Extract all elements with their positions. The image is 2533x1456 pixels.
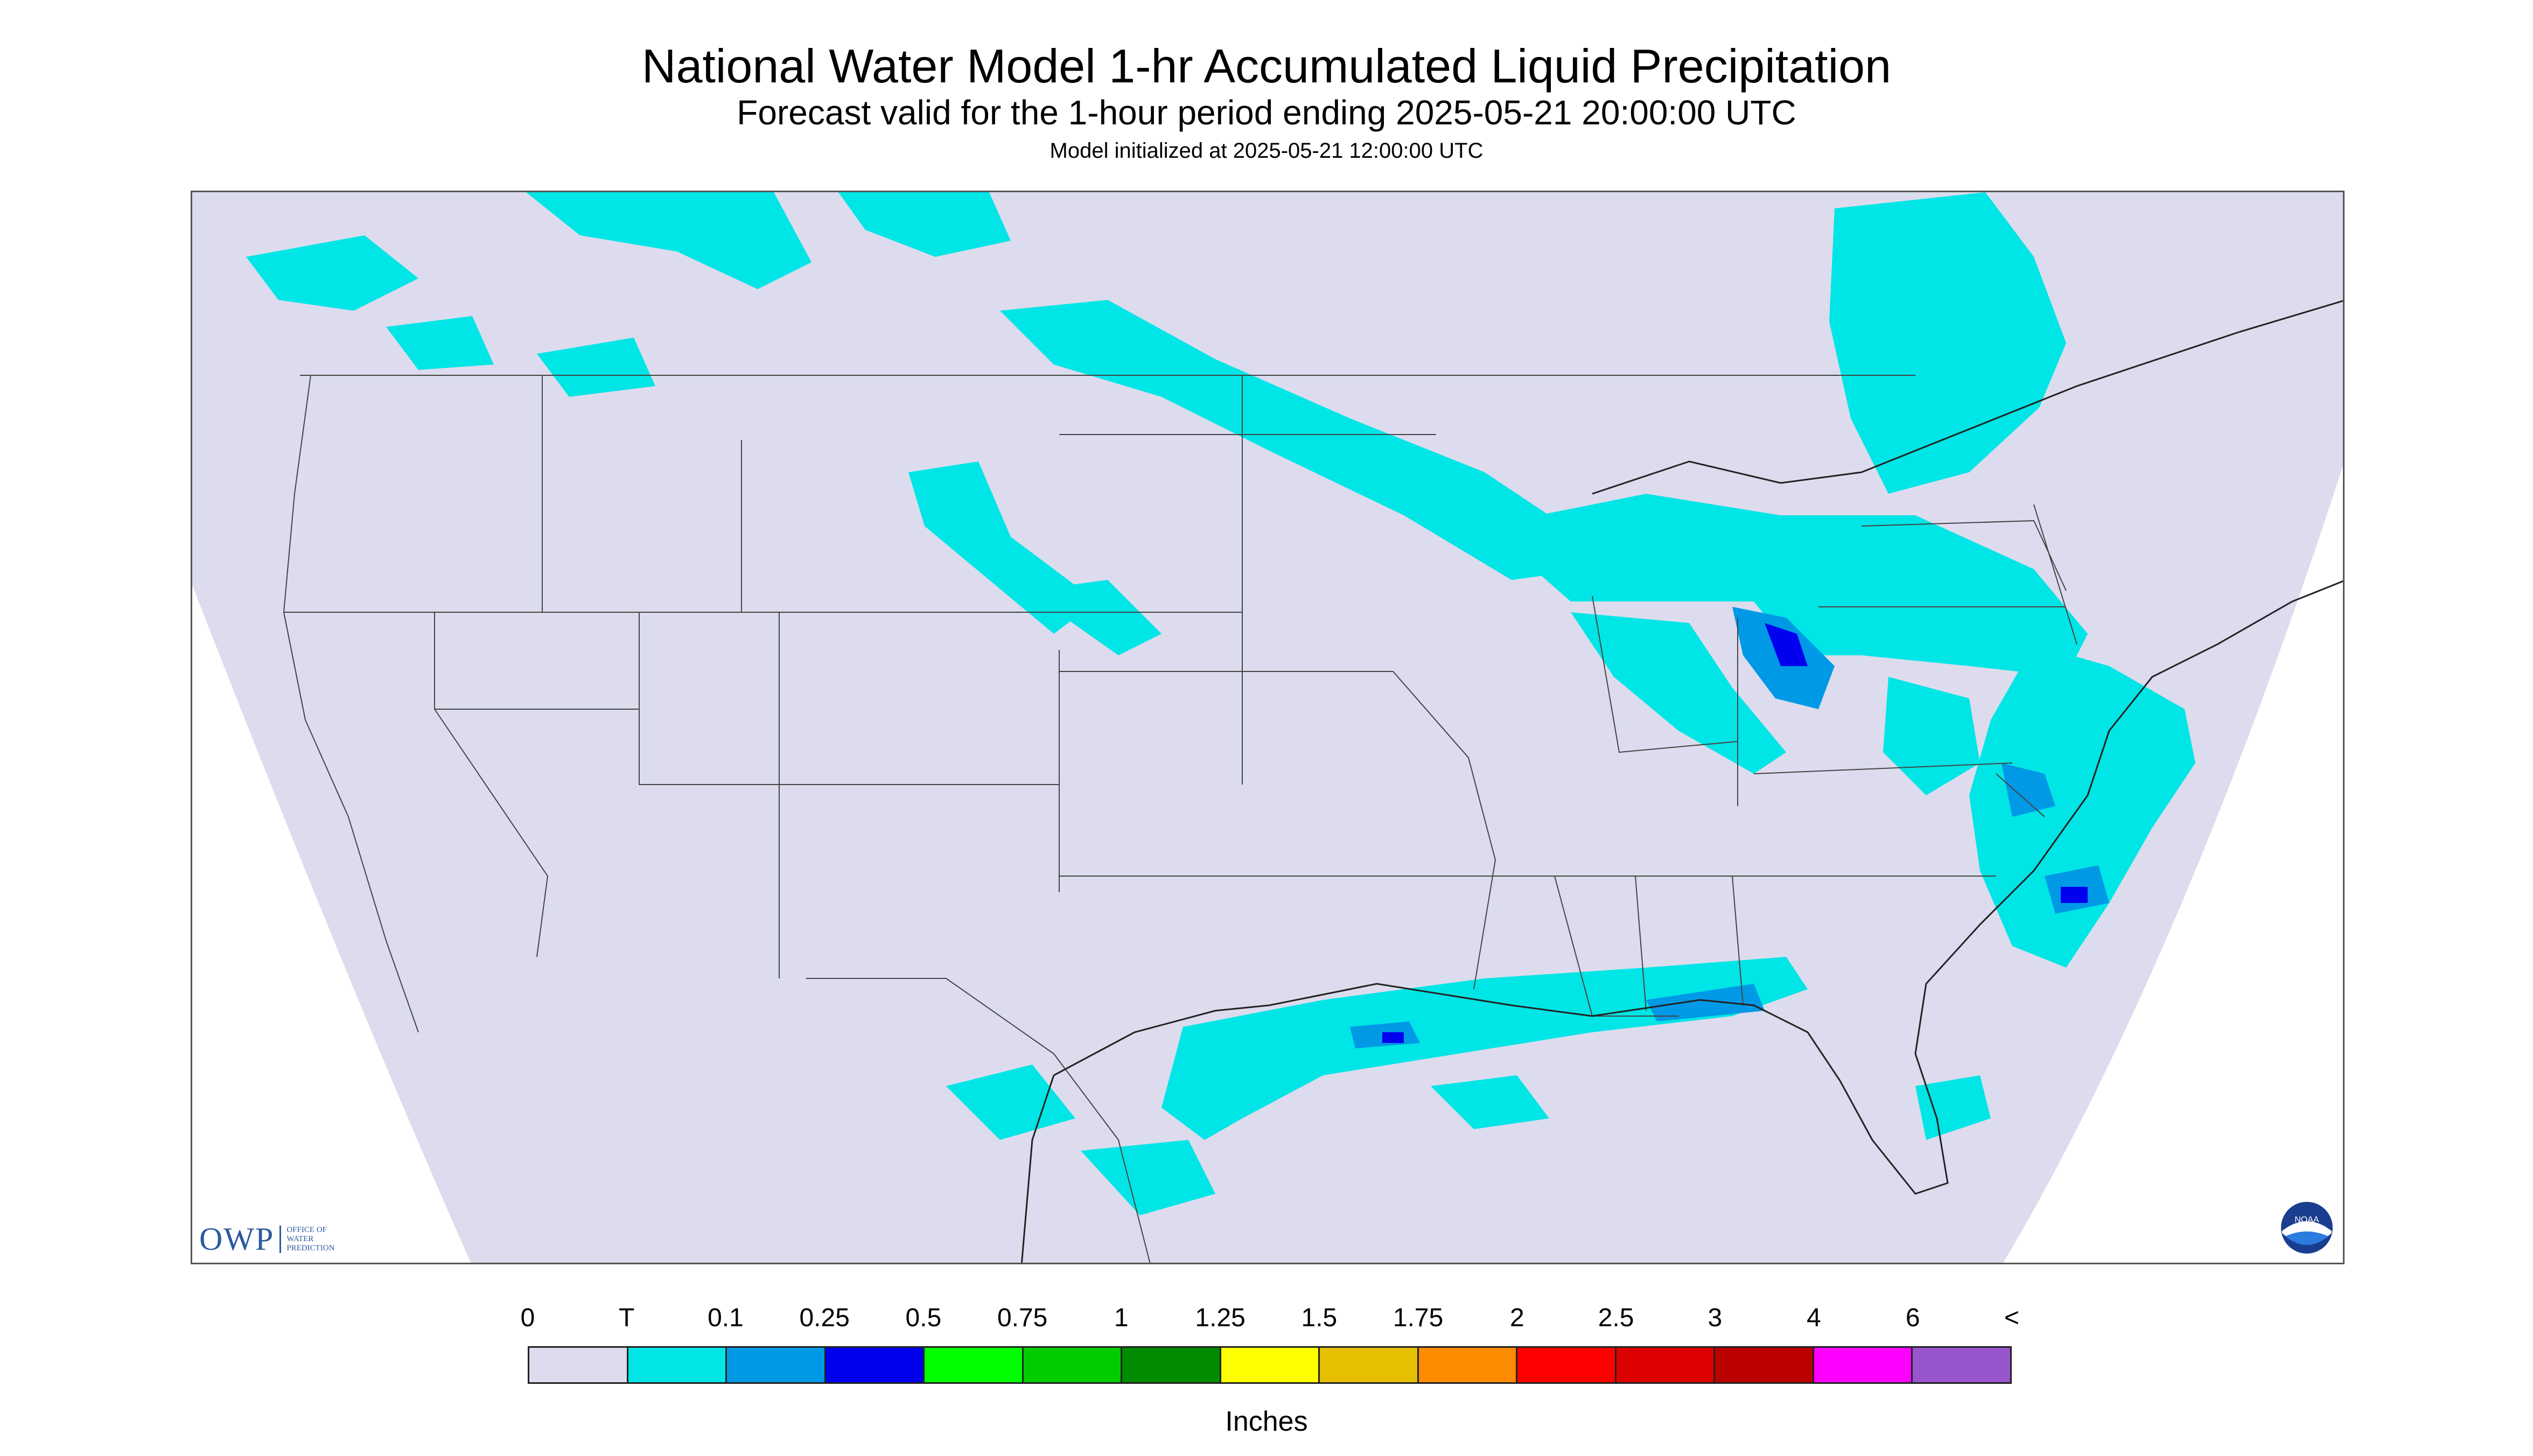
legend-tick-label: 1.5 xyxy=(1301,1304,1338,1332)
legend-swatch xyxy=(1913,1348,2010,1382)
legend-tick-label: 0.5 xyxy=(905,1304,942,1332)
legend-tick-label: 1.75 xyxy=(1393,1304,1444,1332)
legend-swatch xyxy=(1418,1348,1518,1382)
legend-tick-label: 1 xyxy=(1114,1304,1129,1332)
legend-tick-label: T xyxy=(619,1304,635,1332)
model-domain xyxy=(192,192,2343,1263)
outside-domain-east xyxy=(2003,466,2343,1263)
owp-text-line: OFFICE OF xyxy=(286,1225,327,1234)
legend-swatch xyxy=(628,1348,727,1382)
legend-tick-label: 2.5 xyxy=(1598,1304,1634,1332)
precipitation-map xyxy=(191,191,2345,1264)
legend-tick-label: 0.75 xyxy=(997,1304,1048,1332)
precip-trace-areas xyxy=(246,192,2195,1215)
noaa-logo: NOAA xyxy=(2281,1202,2333,1254)
legend-tick-label: 4 xyxy=(1807,1304,1821,1332)
owp-text-line: PREDICTION xyxy=(286,1243,335,1252)
map-title: National Water Model 1-hr Accumulated Li… xyxy=(641,39,1892,93)
legend-swatch xyxy=(1320,1348,1419,1382)
legend-swatch xyxy=(1814,1348,1913,1382)
legend-units: Inches xyxy=(1225,1406,1308,1437)
map-subtitle: Forecast valid for the 1-hour period end… xyxy=(737,93,1796,132)
state-boundaries xyxy=(283,375,2077,1263)
legend-tick-label: 2 xyxy=(1509,1304,1524,1332)
precip-moderate-areas xyxy=(1382,623,2088,1043)
legend-swatch xyxy=(727,1348,826,1382)
legend-labels: 0 T 0.1 0.25 0.5 0.75 1 1.25 1.5 1.75 2 2.5 3 4 6 < xyxy=(521,1303,2019,1335)
legend-tick-label: 0 xyxy=(520,1304,535,1332)
legend-swatch xyxy=(1122,1348,1221,1382)
legend-swatch xyxy=(925,1348,1024,1382)
owp-text: OFFICE OF WATER PREDICTION xyxy=(279,1225,335,1253)
outside-domain-west xyxy=(192,585,471,1263)
owp-mark: OWP xyxy=(199,1221,275,1257)
legend-swatch xyxy=(1616,1348,1716,1382)
legend-swatch xyxy=(529,1348,628,1382)
owp-text-line: WATER xyxy=(286,1234,314,1243)
owp-logo: OWP OFFICE OF WATER PREDICTION xyxy=(199,1220,335,1258)
legend-tick-label: 0.25 xyxy=(799,1304,850,1332)
legend-tick-label: < xyxy=(2004,1304,2020,1332)
legend-swatch xyxy=(1023,1348,1123,1382)
legend-tick-label: 3 xyxy=(1708,1304,1723,1332)
legend-tick-label: 6 xyxy=(1905,1304,1920,1332)
precip-colorbar xyxy=(528,1346,2012,1384)
legend-swatch xyxy=(1221,1348,1320,1382)
coastlines xyxy=(1021,300,2343,1263)
legend-swatch xyxy=(1517,1348,1617,1382)
model-init-time: Model initialized at 2025-05-21 12:00:00… xyxy=(1049,139,1484,163)
map-canvas xyxy=(192,192,2343,1263)
noaa-text: NOAA xyxy=(2294,1215,2319,1224)
legend-tick-label: 0.1 xyxy=(708,1304,744,1332)
legend-tick-label: 1.25 xyxy=(1195,1304,1245,1332)
legend-swatch xyxy=(825,1348,925,1382)
legend-swatch xyxy=(1715,1348,1814,1382)
